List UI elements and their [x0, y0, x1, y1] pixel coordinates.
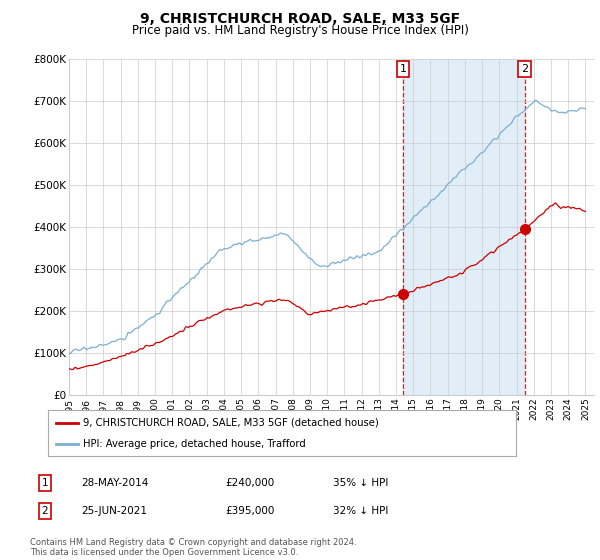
Text: £395,000: £395,000	[225, 506, 274, 516]
Text: Price paid vs. HM Land Registry's House Price Index (HPI): Price paid vs. HM Land Registry's House …	[131, 24, 469, 37]
Text: 2: 2	[41, 506, 49, 516]
Text: 28-MAY-2014: 28-MAY-2014	[81, 478, 148, 488]
Text: Contains HM Land Registry data © Crown copyright and database right 2024.
This d: Contains HM Land Registry data © Crown c…	[30, 538, 356, 557]
Text: 25-JUN-2021: 25-JUN-2021	[81, 506, 147, 516]
Text: £240,000: £240,000	[225, 478, 274, 488]
Text: 9, CHRISTCHURCH ROAD, SALE, M33 5GF: 9, CHRISTCHURCH ROAD, SALE, M33 5GF	[140, 12, 460, 26]
Text: 1: 1	[400, 64, 407, 74]
Text: 1: 1	[41, 478, 49, 488]
Text: HPI: Average price, detached house, Trafford: HPI: Average price, detached house, Traf…	[83, 439, 306, 449]
Text: 35% ↓ HPI: 35% ↓ HPI	[333, 478, 388, 488]
Text: 2: 2	[521, 64, 529, 74]
Text: 9, CHRISTCHURCH ROAD, SALE, M33 5GF (detached house): 9, CHRISTCHURCH ROAD, SALE, M33 5GF (det…	[83, 418, 379, 428]
Bar	[403, 59, 525, 395]
Text: 32% ↓ HPI: 32% ↓ HPI	[333, 506, 388, 516]
